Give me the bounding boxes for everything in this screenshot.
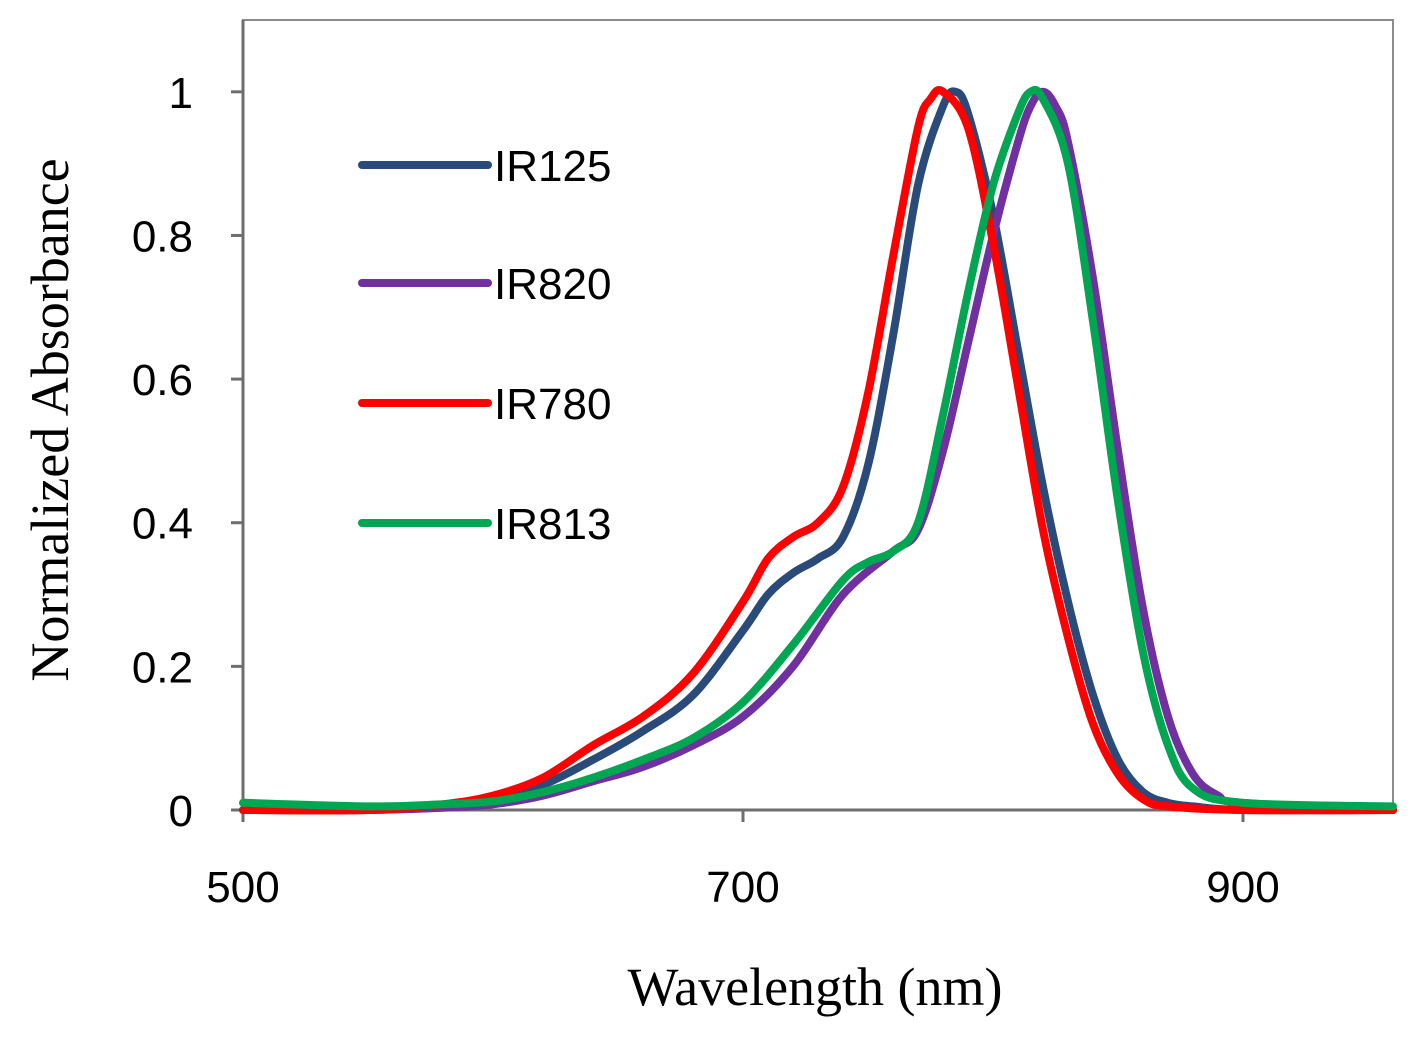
- legend-label-ir820: IR820: [494, 260, 611, 309]
- y-axis-title: Normalized Absorbance: [20, 158, 80, 681]
- plot-frame: [242, 19, 1394, 811]
- axis-ticks: 500 700 900 0 0.2 0.4 0.6 0.8 1: [132, 69, 1280, 912]
- legend: IR125 IR820 IR780 IR813: [358, 142, 611, 549]
- y-tick-label: 0: [169, 787, 193, 836]
- series-line-ir813: [239, 85, 1397, 811]
- y-tick-label: 0.4: [132, 500, 193, 549]
- x-tick-label: 700: [706, 863, 779, 912]
- series-line-ir820: [239, 87, 1397, 815]
- legend-label-ir780: IR780: [494, 380, 611, 429]
- y-tick-label: 1: [169, 69, 193, 118]
- y-tick-label: 0.6: [132, 356, 193, 405]
- series-line-ir780: [239, 86, 1397, 815]
- x-tick-label: 900: [1206, 863, 1279, 912]
- series-line-ir125: [239, 87, 1397, 815]
- x-axis-title: Wavelength (nm): [627, 957, 1002, 1017]
- y-tick-label: 0.8: [132, 212, 193, 261]
- plot-area: [241, 19, 1394, 812]
- legend-label-ir813: IR813: [494, 500, 611, 549]
- y-tick-label: 0.2: [132, 643, 193, 692]
- legend-label-ir125: IR125: [494, 142, 611, 191]
- x-tick-label: 500: [206, 863, 279, 912]
- series-lines: [239, 85, 1397, 815]
